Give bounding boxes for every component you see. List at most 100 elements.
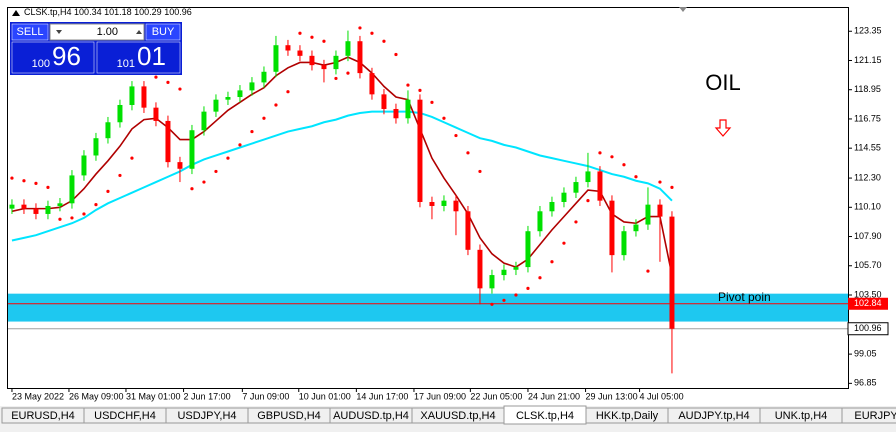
candle-body xyxy=(525,231,531,268)
candle-body xyxy=(633,224,639,232)
moving-average xyxy=(11,110,673,242)
candle-body xyxy=(165,120,171,163)
bid-big: 100 xyxy=(32,58,50,70)
candle-body xyxy=(609,200,615,256)
x-tick-label: 4 Jul 05:00 xyxy=(640,391,684,401)
x-tick-label: 2 Jun 17:00 xyxy=(184,391,231,401)
candle-body xyxy=(189,130,195,169)
candle-body xyxy=(45,205,51,214)
x-tick-label: 14 Jun 17:00 xyxy=(356,391,408,401)
x-tick-label: 10 Jun 01:00 xyxy=(299,391,351,401)
sar-dot xyxy=(346,71,350,75)
x-tick-label: 24 Jun 21:00 xyxy=(528,391,580,401)
candle-body xyxy=(201,111,207,131)
sar-dot xyxy=(34,181,38,185)
candle-body xyxy=(405,99,411,119)
y-tick-label: 118.95 xyxy=(854,84,881,94)
y-tick-label: 116.75 xyxy=(854,113,881,123)
pivot-label: Pivot poin xyxy=(718,290,771,304)
sar-dot xyxy=(226,156,230,160)
sar-dot xyxy=(418,88,422,92)
candle-body xyxy=(297,50,303,56)
x-tick-label: 17 Jun 09:00 xyxy=(414,391,466,401)
candle-body xyxy=(561,192,567,202)
collapse-icon[interactable] xyxy=(12,10,20,16)
plot: Pivot poin xyxy=(8,26,848,374)
sell-button[interactable] xyxy=(11,23,49,41)
candle-body xyxy=(357,41,363,74)
sar-dot xyxy=(430,100,434,104)
y-tick-label: 121.15 xyxy=(854,55,882,65)
high: 101.18 xyxy=(104,7,132,17)
pivot-badge-label: 102.84 xyxy=(854,298,882,308)
candle-body xyxy=(273,45,279,72)
x-tick-label: 23 May 2022 xyxy=(12,391,64,401)
candle-body xyxy=(501,269,507,276)
tab-label: USDJPY,H4 xyxy=(177,410,236,422)
tab-label: AUDJPY.tp,H4 xyxy=(678,410,749,422)
sar-dot xyxy=(610,155,614,159)
tab-label: EURUSD,H4 xyxy=(11,410,75,422)
candle-body xyxy=(285,45,291,51)
sar-dot xyxy=(334,76,338,81)
candle-body xyxy=(309,55,315,66)
sar-dot xyxy=(322,39,326,43)
lot-up[interactable] xyxy=(136,30,142,34)
x-tick-label: 26 May 09:00 xyxy=(69,391,124,401)
buy-button[interactable] xyxy=(145,23,181,41)
x-tick-label: 29 Jun 13:00 xyxy=(586,391,638,401)
moving-average xyxy=(11,56,673,276)
sar-dot xyxy=(478,169,482,174)
tab-label: USDCHF,H4 xyxy=(94,410,156,422)
bid-box[interactable] xyxy=(11,41,95,74)
sar-dot xyxy=(670,185,674,189)
candle-body xyxy=(225,97,231,100)
candle-body xyxy=(57,203,63,206)
y-tick-label: 110.10 xyxy=(854,202,881,212)
tab[interactable] xyxy=(841,407,896,424)
ask-box[interactable] xyxy=(96,41,181,74)
sar-dot xyxy=(502,298,506,302)
candle-body xyxy=(369,73,375,95)
low: 100.29 xyxy=(134,7,162,17)
candle-body xyxy=(33,208,39,214)
sar-dot xyxy=(238,143,242,147)
candle-body xyxy=(237,90,243,98)
lot-down[interactable] xyxy=(56,30,62,34)
tab-label: EURJPY.tp, xyxy=(854,410,896,422)
sar-dot xyxy=(178,87,182,91)
sar-dot xyxy=(466,151,470,155)
candle-body xyxy=(213,99,219,112)
candle-body xyxy=(489,275,495,289)
sar-dot xyxy=(598,151,602,155)
price-badge xyxy=(847,322,889,336)
tab-label: HKK.tp,Daily xyxy=(596,410,659,422)
lot-input[interactable] xyxy=(49,23,145,41)
sell-label: SELL xyxy=(17,26,44,38)
sar-dot xyxy=(358,26,362,30)
candle-body xyxy=(381,94,387,109)
x-tick-label: 31 May 01:00 xyxy=(126,391,181,401)
ask-big: 101 xyxy=(117,58,135,70)
sar-dot xyxy=(526,286,530,290)
candle-body xyxy=(657,204,663,217)
sar-dot xyxy=(250,129,254,134)
candle-body xyxy=(669,216,675,329)
candle-body xyxy=(249,82,255,91)
sar-dot xyxy=(10,176,14,180)
lot-value: 1.00 xyxy=(97,26,118,38)
candle-body xyxy=(9,204,15,209)
candle-body xyxy=(477,249,483,289)
trade-panel: SELL 1.00 BUY 100 96 101 01 xyxy=(10,22,182,75)
sar-dot xyxy=(442,116,446,120)
sar-dot xyxy=(46,185,50,189)
y-tick-label: 103.50 xyxy=(854,289,882,299)
down-arrow xyxy=(714,119,732,137)
candle-body xyxy=(333,55,339,70)
price-badge-label: 100.96 xyxy=(854,323,882,333)
sar-dot xyxy=(274,103,278,107)
tab-label: CLSK.tp,H4 xyxy=(516,410,574,422)
sar-dot xyxy=(262,116,266,120)
candle-body xyxy=(153,107,159,121)
candle-body xyxy=(93,138,99,156)
